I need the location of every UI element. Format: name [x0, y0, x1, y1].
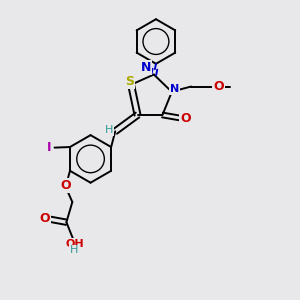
- Text: N: N: [169, 84, 179, 94]
- Text: S: S: [125, 75, 134, 88]
- Text: O: O: [180, 112, 191, 125]
- Text: I: I: [47, 141, 51, 154]
- Text: OH: OH: [65, 239, 84, 249]
- Text: O: O: [61, 179, 71, 192]
- Text: O: O: [39, 212, 50, 225]
- Text: O: O: [213, 80, 224, 93]
- Text: H: H: [70, 245, 79, 256]
- Text: N: N: [141, 61, 151, 74]
- Text: H: H: [105, 125, 113, 135]
